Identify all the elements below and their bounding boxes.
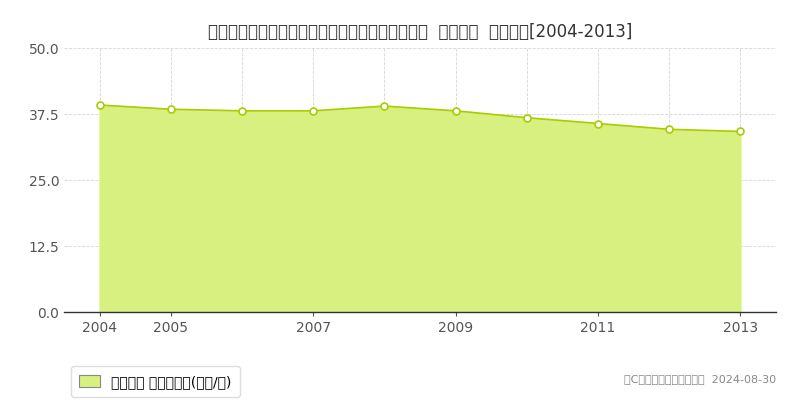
Title: 埼玉県さいたま市見沼区大字御蔵字原前９５番２  地価公示  地価推移[2004-2013]: 埼玉県さいたま市見沼区大字御蔵字原前９５番２ 地価公示 地価推移[2004-20… <box>208 23 632 41</box>
Text: （C）土地価格ドットコム  2024-08-30: （C）土地価格ドットコム 2024-08-30 <box>624 374 776 384</box>
Legend: 地価公示 平均坪単価(万円/坪): 地価公示 平均坪単価(万円/坪) <box>71 366 240 397</box>
